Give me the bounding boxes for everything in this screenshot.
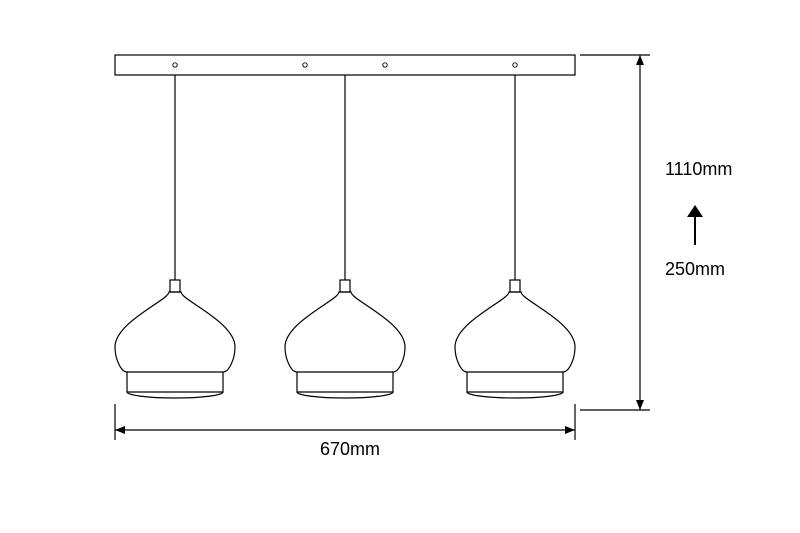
- pendant: [455, 75, 575, 398]
- screw-icon: [303, 63, 307, 67]
- screw-icon: [173, 63, 177, 67]
- canopy-bar: [115, 55, 575, 75]
- shade-outline: [285, 292, 405, 392]
- ferrule: [510, 280, 520, 292]
- pendant-group: [115, 75, 575, 398]
- screw-icon: [513, 63, 517, 67]
- pendant: [115, 75, 235, 398]
- pendant-light-dimension-drawing: 670mm 1110mm 250mm: [0, 0, 800, 533]
- pendant: [285, 75, 405, 398]
- height-min-label: 250mm: [665, 259, 725, 279]
- height-dimension: 1110mm 250mm: [580, 55, 732, 410]
- shade-outline: [455, 292, 575, 392]
- shade-outline: [115, 292, 235, 392]
- width-dimension: 670mm: [115, 404, 575, 459]
- shade-opening: [127, 392, 223, 398]
- width-label: 670mm: [320, 439, 380, 459]
- screw-icon: [383, 63, 387, 67]
- ferrule: [170, 280, 180, 292]
- adjustable-arrow-icon: [687, 205, 703, 245]
- shade-opening: [467, 392, 563, 398]
- shade-opening: [297, 392, 393, 398]
- ferrule: [340, 280, 350, 292]
- height-max-label: 1110mm: [665, 159, 732, 179]
